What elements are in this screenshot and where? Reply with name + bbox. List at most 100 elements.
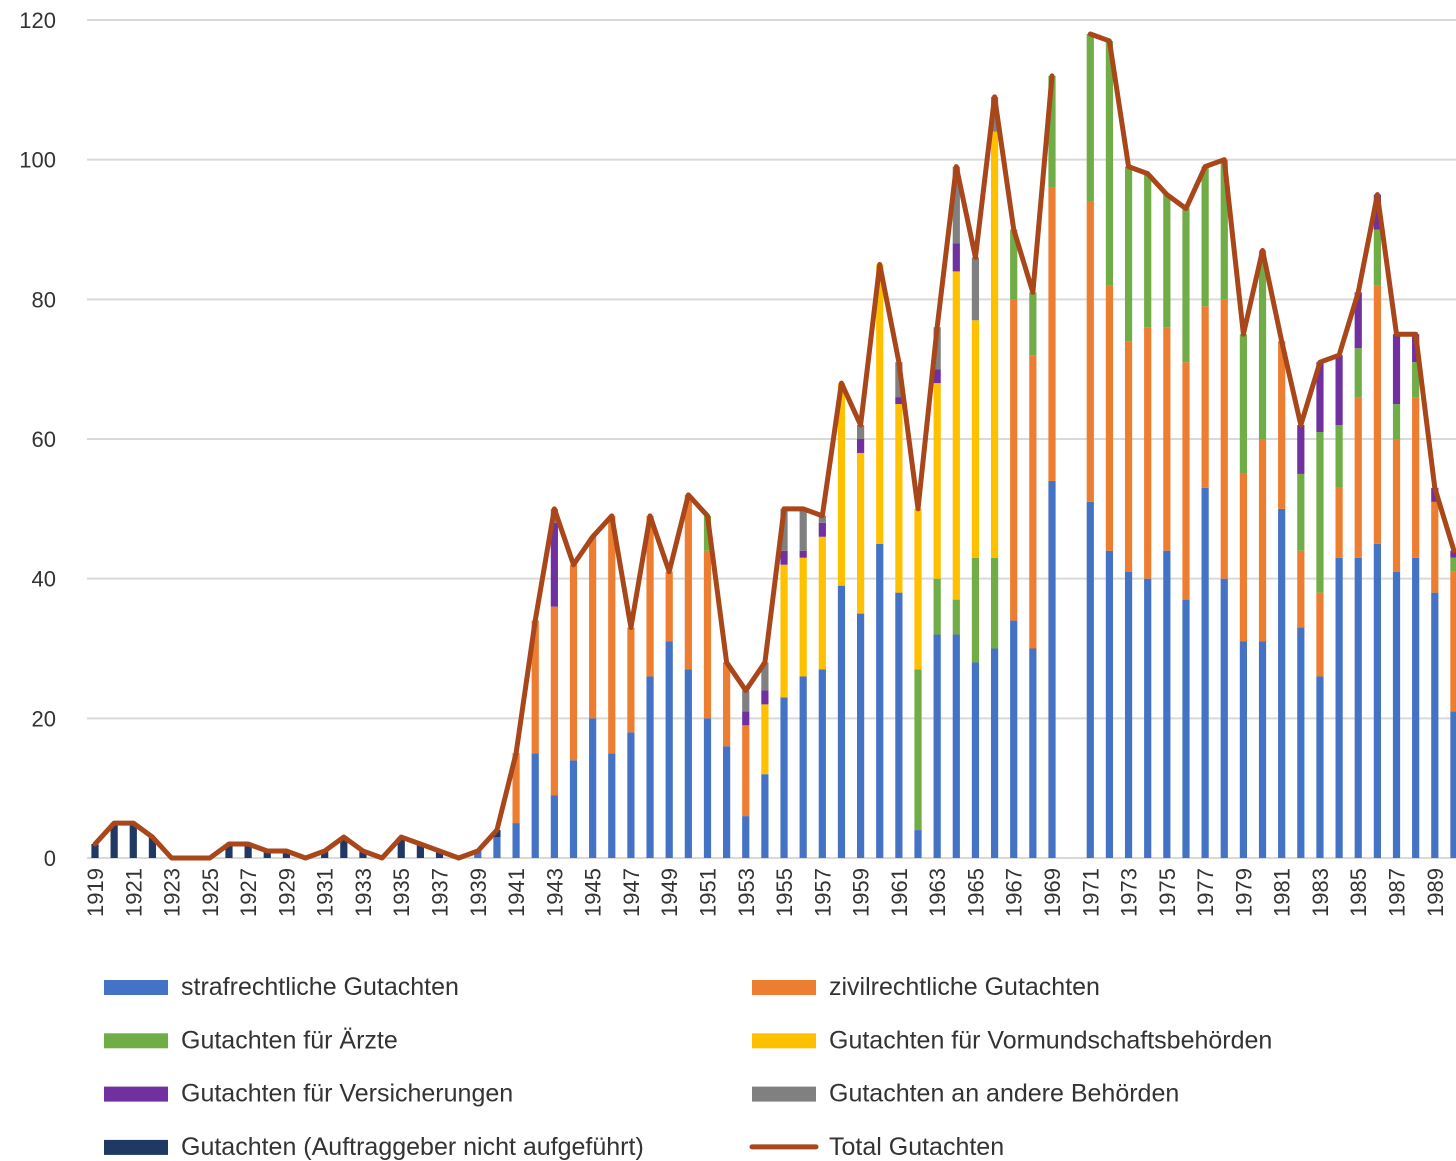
y-tick-label: 100 xyxy=(19,148,56,173)
bar-segment xyxy=(1431,592,1439,858)
bar-segment xyxy=(1354,348,1362,398)
bar-segment xyxy=(148,837,157,858)
bar-segment xyxy=(1316,592,1324,677)
bar-segment xyxy=(857,439,865,453)
legend-swatch xyxy=(104,1086,168,1102)
bar-segment xyxy=(1124,571,1133,858)
bar-segment xyxy=(1354,557,1362,858)
bar-segment xyxy=(703,718,712,858)
bar-segment xyxy=(435,851,444,858)
bar-segment xyxy=(1182,362,1190,600)
bar-segment xyxy=(914,669,922,831)
bar-segment xyxy=(1450,711,1456,858)
x-tick-label: 1963 xyxy=(925,868,950,917)
bar-segment xyxy=(1010,620,1018,858)
bar-segment xyxy=(857,425,865,439)
bar-segment xyxy=(780,697,788,858)
bar-segment xyxy=(1048,480,1056,858)
bar-segment xyxy=(952,634,960,858)
bar-segment xyxy=(1220,159,1228,300)
bar-segment xyxy=(608,515,616,754)
bar-segment xyxy=(952,599,960,635)
bar-segment xyxy=(952,166,960,244)
bar-segment xyxy=(971,557,980,663)
legend-label: Gutachten (Auftraggeber nicht aufgeführt… xyxy=(181,1133,644,1161)
x-tick-label: 1933 xyxy=(351,868,376,917)
bar-segment xyxy=(608,753,616,858)
bar-segment xyxy=(914,508,922,670)
x-tick-label: 1973 xyxy=(1117,868,1142,917)
bar-segment xyxy=(1220,578,1228,858)
bar-segment xyxy=(1163,327,1171,551)
y-tick-label: 0 xyxy=(44,846,56,871)
bar-segment xyxy=(1163,550,1171,858)
bar-segment xyxy=(1201,306,1209,488)
bar-segment xyxy=(914,830,922,858)
bar-segment xyxy=(1182,208,1190,363)
legend-swatch xyxy=(752,980,816,995)
bar-segment xyxy=(569,760,578,858)
x-tick-label: 1939 xyxy=(466,868,491,917)
bar-segment xyxy=(761,704,769,775)
legend-label: Gutachten für Vormundschaftsbehörden xyxy=(829,1026,1272,1054)
bar-segment xyxy=(1124,341,1133,572)
bar-segment xyxy=(665,571,673,642)
bar-segment xyxy=(1105,40,1114,286)
bar-segment xyxy=(857,452,865,614)
bar-segment xyxy=(1392,571,1401,858)
x-tick-label: 1941 xyxy=(504,868,529,917)
bar-segment xyxy=(646,515,654,677)
bar-segment xyxy=(837,383,846,586)
x-tick-label: 1977 xyxy=(1193,868,1218,917)
bar-segment xyxy=(1335,487,1343,558)
x-tick-label: 1957 xyxy=(810,868,835,917)
legend-swatch xyxy=(104,1033,168,1049)
bar-segment xyxy=(1297,627,1305,858)
bar-segment xyxy=(1010,299,1018,621)
bar-segment xyxy=(263,851,271,858)
x-tick-label: 1925 xyxy=(198,868,223,917)
x-tick-label: 1951 xyxy=(695,868,720,917)
bar-segment xyxy=(1373,285,1381,544)
bar-segment xyxy=(531,753,539,858)
bar-segment xyxy=(1105,285,1114,551)
bar-segment xyxy=(742,816,750,858)
bar-segment xyxy=(627,732,635,858)
bar-segment xyxy=(1201,487,1209,858)
bar-segment xyxy=(646,676,654,858)
bar-segment xyxy=(1258,641,1267,858)
bar-segment xyxy=(990,648,999,858)
bar-segment xyxy=(550,606,558,796)
bar-segment xyxy=(742,690,750,712)
bar-segment xyxy=(550,522,558,607)
bar-segment xyxy=(1412,557,1420,858)
bar-segment xyxy=(895,397,903,405)
bar-segment xyxy=(282,851,290,858)
bar-segment xyxy=(110,823,118,858)
bar-segment xyxy=(933,634,941,858)
bar-segment xyxy=(1086,33,1094,202)
legend-swatch xyxy=(752,1033,816,1049)
bar-segment xyxy=(895,592,903,858)
x-tick-label: 1967 xyxy=(1002,868,1027,917)
bar-segment xyxy=(780,550,788,565)
bar-segment xyxy=(799,557,807,677)
x-tick-label: 1971 xyxy=(1078,868,1103,917)
x-tick-label: 1935 xyxy=(389,868,414,917)
bar-segment xyxy=(1144,327,1152,579)
x-tick-label: 1953 xyxy=(734,868,759,917)
legend-label: Gutachten für Versicherungen xyxy=(181,1080,513,1108)
bar-segment xyxy=(493,837,501,858)
bar-segment xyxy=(684,494,692,670)
x-tick-label: 1965 xyxy=(963,868,988,917)
bar-segment xyxy=(780,564,788,698)
x-tick-label: 1943 xyxy=(542,868,567,917)
bar-segment xyxy=(1048,75,1056,188)
bar-segment xyxy=(91,844,99,858)
y-tick-label: 20 xyxy=(32,706,56,731)
bar-segment xyxy=(857,613,865,858)
bar-segment xyxy=(416,844,424,858)
bar-segment xyxy=(512,823,520,858)
bar-segment xyxy=(818,515,826,523)
bar-segment xyxy=(971,320,980,558)
